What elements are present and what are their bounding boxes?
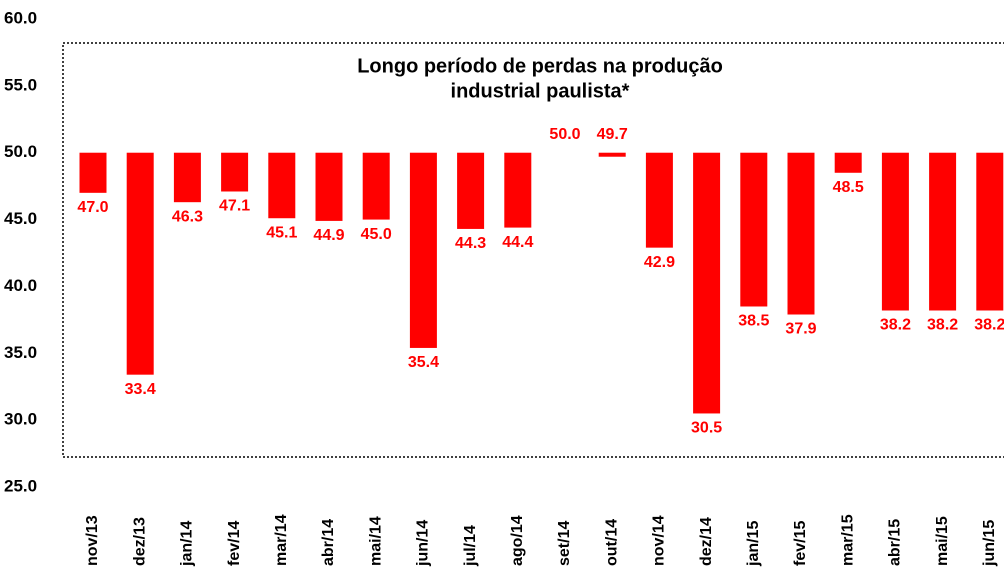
x-tick-label: mai/14: [367, 516, 384, 566]
x-tick-label: abr/15: [887, 519, 904, 566]
x-tick-label: mai/15: [934, 516, 951, 566]
bar: [457, 152, 485, 229]
value-label: 48.5: [833, 179, 864, 196]
bar: [881, 152, 909, 311]
bar: [740, 152, 768, 307]
bar: [126, 152, 154, 375]
annotation: industrial paulista*: [451, 80, 630, 102]
value-label: 44.9: [313, 227, 344, 244]
bar: [787, 152, 815, 315]
value-label: 42.9: [644, 254, 675, 271]
value-label: 38.2: [927, 317, 958, 334]
bar: [693, 152, 721, 414]
value-label: 46.3: [172, 208, 203, 225]
bar: [976, 152, 1004, 311]
bar: [929, 152, 957, 311]
value-label: 47.0: [77, 199, 108, 216]
y-tick-label: 30.0: [4, 410, 37, 429]
x-tick-label: set/14: [556, 521, 573, 566]
bar: [221, 152, 249, 192]
y-tick-label: 40.0: [4, 276, 37, 295]
y-tick-label: 55.0: [4, 75, 37, 94]
bar: [598, 152, 626, 157]
annotation-box: [62, 42, 1004, 458]
value-label: 45.0: [361, 226, 392, 243]
x-tick-label: abr/14: [320, 519, 337, 566]
x-tick-label: jan/15: [745, 521, 762, 567]
bar: [409, 152, 437, 348]
y-tick-label: 45.0: [4, 209, 37, 228]
y-tick-label: 60.0: [4, 8, 37, 27]
bar: [268, 152, 296, 219]
bar: [504, 152, 532, 228]
x-tick-label: mar/14: [273, 514, 290, 566]
x-tick-label: dez/13: [131, 517, 148, 566]
x-tick-label: jul/14: [462, 525, 479, 567]
value-label: 38.2: [974, 317, 1004, 334]
x-tick-label: nov/13: [84, 515, 101, 566]
bar: [834, 152, 862, 173]
value-label: 37.9: [785, 321, 816, 338]
y-tick-label: 50.0: [4, 142, 37, 161]
value-label: 38.5: [738, 313, 769, 330]
x-tick-label: ago/14: [509, 515, 526, 566]
x-tick-label: fev/14: [226, 521, 243, 566]
bar: [79, 152, 107, 193]
value-label: 45.1: [266, 224, 297, 241]
y-tick-label: 25.0: [4, 476, 37, 495]
x-tick-label: jan/14: [179, 521, 196, 567]
x-tick-label: out/14: [603, 519, 620, 566]
x-tick-label: fev/15: [792, 521, 809, 566]
x-tick-label: jun/14: [415, 520, 432, 567]
value-label: 44.4: [502, 234, 533, 251]
value-label: 35.4: [408, 354, 439, 371]
x-tick-label: nov/14: [651, 515, 668, 566]
value-label: 30.5: [691, 420, 722, 437]
value-label: 44.3: [455, 235, 486, 252]
x-tick-label: mar/15: [839, 514, 856, 566]
bar: [173, 152, 201, 203]
bar: [315, 152, 343, 221]
y-tick-label: 35.0: [4, 343, 37, 362]
bar: [645, 152, 673, 248]
value-label: 38.2: [880, 317, 911, 334]
value-label: 47.1: [219, 198, 250, 215]
bar: [362, 152, 390, 220]
x-tick-label: dez/14: [698, 517, 715, 566]
value-label: 33.4: [125, 381, 156, 398]
annotation: Longo período de perdas na produção: [357, 55, 723, 77]
value-label: 49.7: [597, 126, 628, 143]
value-label: 50.0: [549, 126, 580, 143]
x-tick-label: jun/15: [981, 520, 998, 567]
